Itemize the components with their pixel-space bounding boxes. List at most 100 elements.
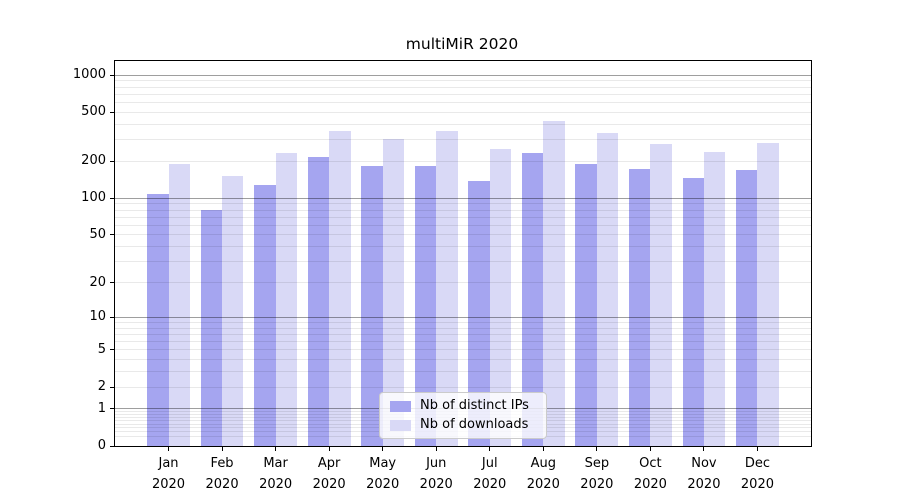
gridline-major-1000: [115, 74, 811, 76]
bar-downloads-may: [382, 138, 405, 446]
gridline-minor-80: [115, 209, 811, 211]
y-tick-label-10: 10: [89, 309, 106, 325]
legend-item-downloads: Nb of downloads: [390, 418, 536, 432]
x-label-year: 2020: [205, 477, 239, 492]
plot-area: Nb of distinct IPs Nb of downloads 0 1 2 5 1…: [73, 60, 812, 492]
x-label-month: Jan: [158, 456, 179, 471]
y-tick-100: [110, 197, 114, 199]
gridline-minor-6: [115, 341, 811, 343]
y-tick-label-500: 500: [81, 104, 106, 120]
gridline-minor-9: [115, 321, 811, 323]
x-label-year: 2020: [151, 477, 186, 492]
gridline-minor-50: [115, 234, 811, 236]
gridline-minor-700: [115, 93, 811, 95]
y-tick-200: [110, 160, 114, 162]
y-tick-label-200: 200: [81, 153, 106, 169]
x-tick-may: [382, 447, 384, 451]
x-tick-label-sep: Sep 2020: [567, 453, 627, 495]
y-tick-label-5: 5: [97, 341, 106, 357]
x-label-month: Mar: [263, 456, 288, 471]
bar-distinct-ips-sep: [575, 164, 597, 446]
gridline-minor-90: [115, 203, 811, 205]
x-label-month: Dec: [744, 456, 771, 471]
bar-distinct-ips-oct: [628, 169, 651, 446]
bar-distinct-ips-nov: [682, 178, 704, 446]
bar-distinct-ips-jul: [468, 180, 490, 446]
x-tick-label-nov: Nov 2020: [674, 453, 734, 495]
gridline-minor-500: [115, 111, 811, 113]
legend-item-distinct-ips: Nb of distinct IPs: [390, 399, 536, 413]
y-tick-5: [110, 349, 114, 351]
y-tick-20: [110, 282, 114, 284]
bar-downloads-jul: [489, 148, 512, 446]
x-label-year: 2020: [473, 477, 507, 492]
bar-distinct-ips-dec: [736, 170, 758, 446]
bar-downloads-nov: [703, 152, 726, 446]
x-tick-dec: [756, 447, 758, 451]
x-label-month: Sep: [584, 456, 610, 471]
y-tick-0: [110, 445, 114, 447]
x-tick-apr: [328, 447, 330, 451]
gridline-minor-3: [115, 371, 811, 373]
x-tick-label-jan: Jan 2020: [139, 453, 199, 495]
x-label-year: 2020: [366, 477, 400, 492]
x-label-year: 2020: [419, 477, 453, 492]
bar-downloads-sep: [596, 132, 619, 446]
gridline-minor-4: [115, 359, 811, 361]
x-tick-jun: [435, 447, 437, 451]
gridline-minor-300: [115, 139, 811, 141]
x-label-month: Nov: [691, 456, 717, 471]
legend-swatch-distinct-ips: [390, 400, 411, 412]
gridline-minor-20: [115, 282, 811, 284]
y-tick-label-0: 0: [97, 438, 106, 453]
x-tick-aug: [542, 447, 544, 451]
x-tick-sep: [596, 447, 598, 451]
x-label-month: Apr: [317, 456, 341, 471]
legend-swatch-downloads: [390, 419, 411, 431]
x-tick-jan: [168, 447, 170, 451]
gridline-minor-400: [115, 123, 811, 125]
x-label-year: 2020: [259, 477, 293, 492]
y-tick-2: [110, 386, 114, 388]
x-tick-label-jul: Jul 2020: [460, 453, 520, 495]
x-label-year: 2020: [312, 477, 346, 492]
x-tick-oct: [649, 447, 651, 451]
x-label-year: 2020: [687, 477, 721, 492]
x-tick-label-aug: Aug 2020: [513, 453, 573, 495]
bar-downloads-feb: [222, 175, 244, 446]
gridline-minor-800: [115, 86, 811, 88]
x-tick-nov: [703, 447, 705, 451]
x-label-year: 2020: [526, 477, 560, 492]
bar-distinct-ips-jan: [147, 194, 169, 446]
gridline-minor-900: [115, 80, 811, 82]
x-tick-label-jun: Jun 2020: [406, 453, 466, 495]
y-tick-label-50: 50: [89, 226, 106, 242]
x-tick-label-feb: Feb 2020: [192, 453, 252, 495]
y-tick-10: [110, 316, 114, 318]
bar-distinct-ips-mar: [254, 185, 276, 446]
bar-downloads-apr: [329, 130, 351, 446]
x-label-year: 2020: [580, 477, 614, 492]
bar-distinct-ips-apr: [307, 156, 330, 446]
gridline-minor-2: [115, 386, 811, 388]
x-label-month: May: [369, 456, 397, 471]
bar-downloads-oct: [650, 143, 672, 446]
y-tick-1: [110, 408, 114, 410]
x-tick-label-dec: Dec 2020: [727, 453, 787, 495]
gridline-minor-30: [115, 261, 811, 263]
y-tick-label-1: 1: [97, 400, 106, 416]
x-tick-label-oct: Oct 2020: [620, 453, 680, 495]
bar-downloads-mar: [275, 152, 297, 446]
x-label-month: Oct: [639, 456, 662, 471]
x-label-month: Jun: [426, 456, 447, 471]
gridline-minor-8: [115, 327, 811, 329]
legend: Nb of distinct IPs Nb of downloads: [379, 392, 547, 439]
y-tick-label-2: 2: [97, 379, 106, 395]
x-tick-label-apr: Apr 2020: [299, 453, 359, 495]
bar-distinct-ips-aug: [521, 153, 544, 446]
gridline-minor-40: [115, 246, 811, 248]
bar-downloads-jan: [168, 164, 190, 446]
gridline-minor-70: [115, 216, 811, 218]
gridline-minor-5: [115, 349, 811, 351]
